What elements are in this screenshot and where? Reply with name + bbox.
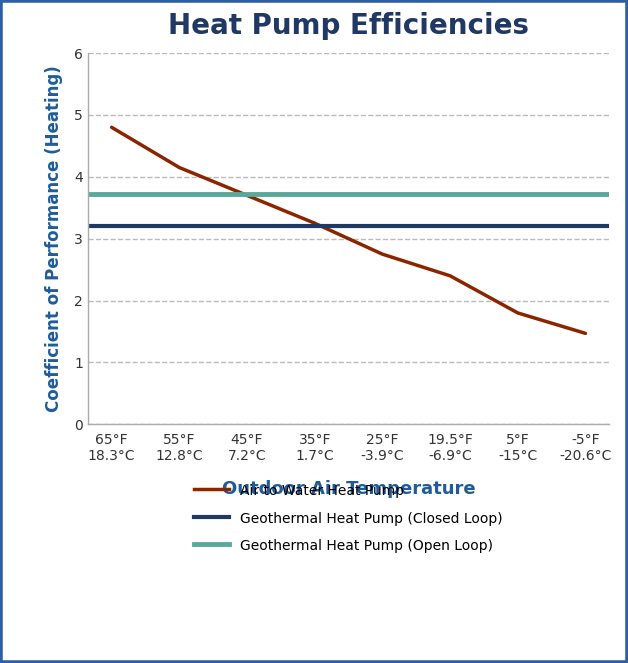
Legend: Air to Water Heat Pump, Geothermal Heat Pump (Closed Loop), Geothermal Heat Pump: Air to Water Heat Pump, Geothermal Heat … <box>189 478 508 558</box>
Title: Heat Pump Efficiencies: Heat Pump Efficiencies <box>168 11 529 40</box>
X-axis label: Outdoor Air Temperature: Outdoor Air Temperature <box>222 479 475 497</box>
Y-axis label: Coefficient of Performance (Heating): Coefficient of Performance (Heating) <box>45 65 63 412</box>
